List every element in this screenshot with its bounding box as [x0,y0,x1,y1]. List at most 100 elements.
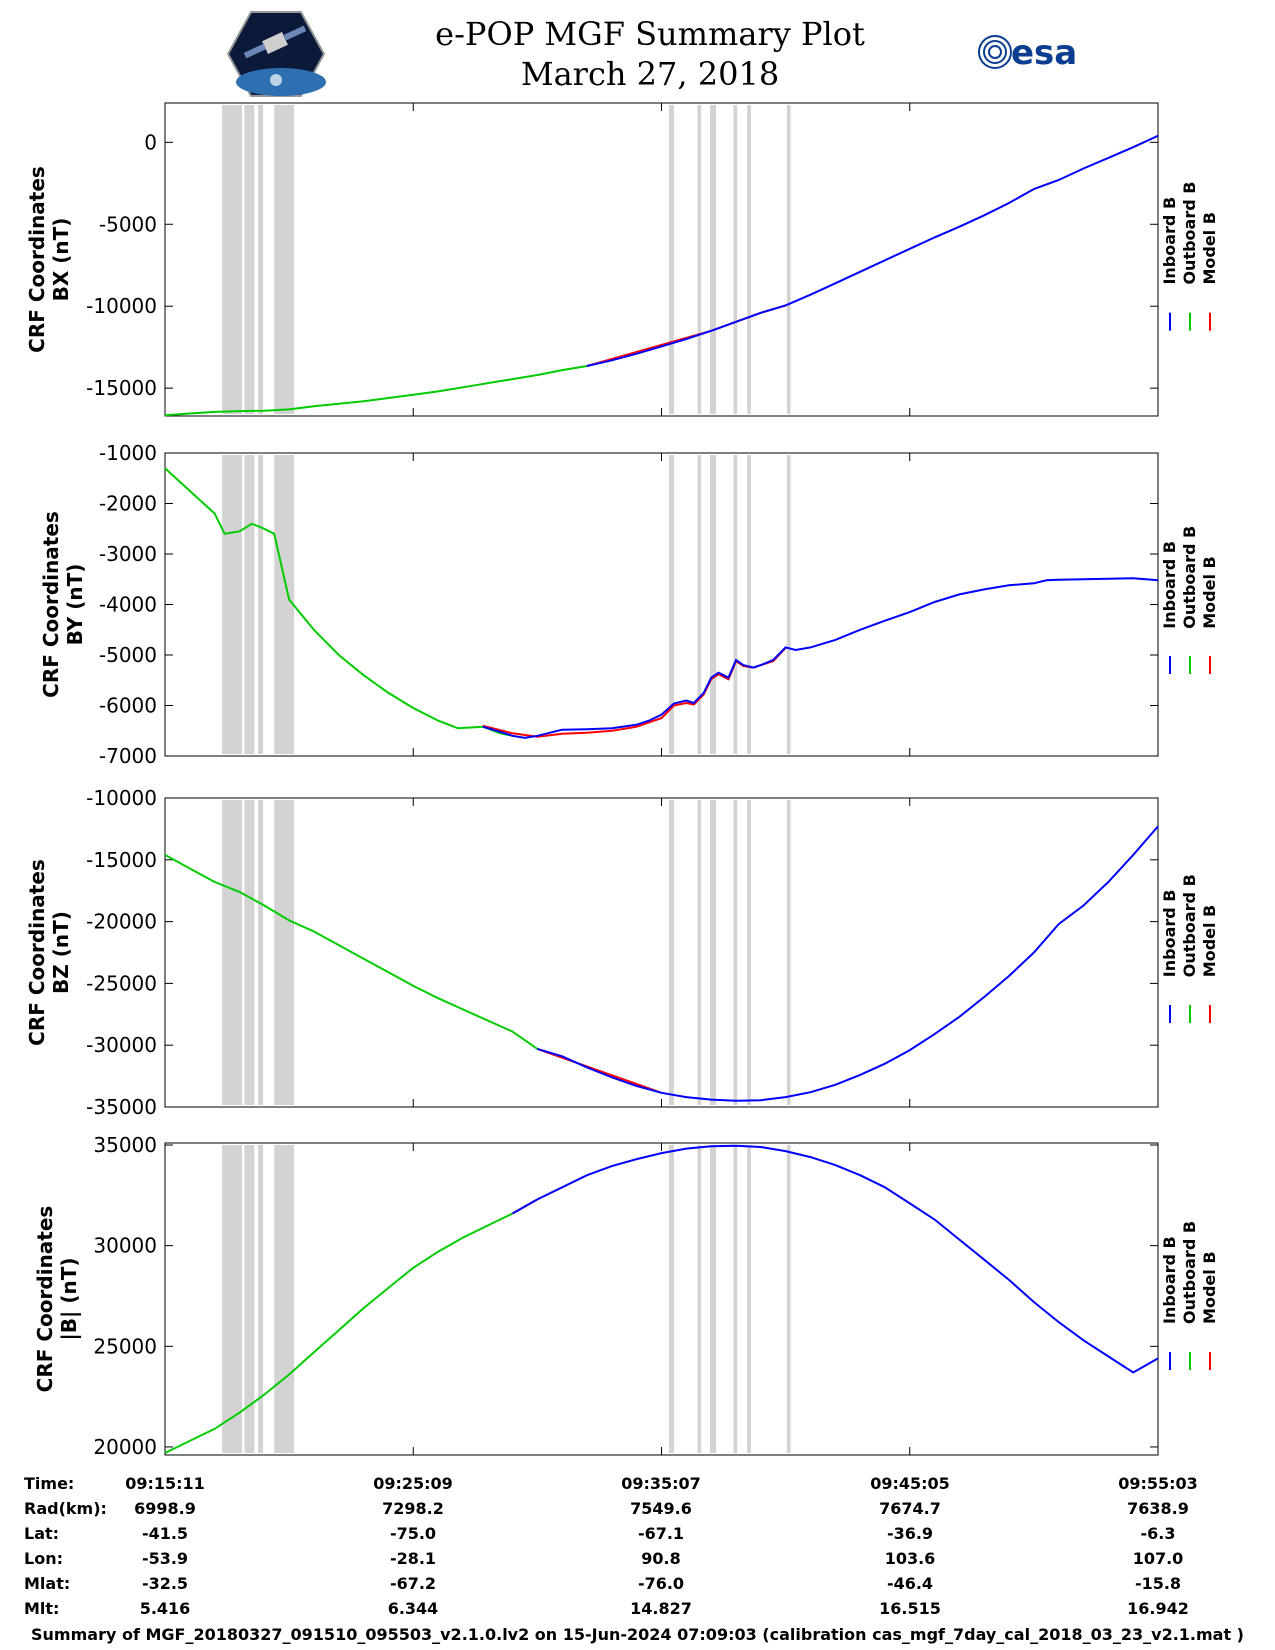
footer-caption: Summary of MGF_20180327_091510_095503_v2… [31,1625,1244,1644]
y-axis-label: CRF Coordinates [39,511,63,698]
data-gap-band [786,800,791,1105]
data-gap-band [733,1145,738,1453]
info-cell: -75.0 [389,1524,437,1543]
data-gap-band [244,1145,255,1453]
info-cell: 16.942 [1127,1599,1189,1618]
y-tick-label: -2000 [99,492,157,516]
info-row-label: Rad(km): [24,1499,107,1518]
data-gap-band [697,455,702,754]
y-tick-label: 30000 [93,1234,157,1258]
data-gap-band [786,455,791,754]
y-tick-label: -35000 [86,1095,157,1119]
y-tick-label: 35000 [93,1133,157,1157]
legend-label: Outboard B [1180,526,1199,629]
series-line-inboard-b [537,825,1159,1102]
data-gap-band [274,1145,295,1453]
data-gap-band [668,800,674,1105]
y-tick-label: -15000 [86,376,157,400]
esa-wordmark: esa [1011,33,1077,72]
y-axis-label: CRF Coordinates [25,166,49,353]
data-gap-band [747,105,751,414]
info-cell: -46.4 [886,1574,934,1593]
plot-title: e-POP MGF Summary Plot March 27, 2018 [400,14,900,94]
title-line-2: March 27, 2018 [520,55,780,93]
info-row-label: Mlat: [24,1574,71,1593]
legend-label: Model B [1200,905,1219,977]
info-cell: 09:55:03 [1118,1474,1198,1493]
series-line-outboard-b [164,854,538,1050]
esa-logo: esa [978,33,1077,72]
info-cell: -53.9 [141,1549,189,1568]
data-gap-band [733,105,738,414]
series-line-outboard-b [164,1212,513,1454]
series-line-inboard-b [482,577,1159,739]
info-cell: 103.6 [884,1549,936,1568]
info-cell: -67.1 [637,1524,685,1543]
data-gap-band [786,1145,791,1453]
info-cell: -76.0 [637,1574,685,1593]
data-gap-band [709,105,717,414]
info-cell: 7638.9 [1127,1499,1189,1518]
plot-frame [164,797,1159,1108]
y-axis-label: BY (nT) [63,564,87,646]
legend-label: Outboard B [1180,182,1199,285]
y-tick-label: -5000 [99,643,157,667]
info-row-label: Time: [24,1474,75,1493]
series-line-inboard-b [512,1144,1159,1374]
info-cell: 7549.6 [630,1499,692,1518]
y-tick-label: -30000 [86,1033,157,1057]
data-gap-band [668,455,674,754]
data-gap-band [786,105,791,414]
plot-frame [164,102,1159,417]
y-tick-label: -25000 [86,971,157,995]
info-cell: 09:15:11 [125,1474,205,1493]
data-gap-band [733,455,738,754]
data-gap-band [668,105,674,414]
info-cell: 09:35:07 [621,1474,701,1493]
info-cell: 7298.2 [382,1499,444,1518]
series-line-outboard-b [164,467,513,737]
y-axis-label: BX (nT) [49,218,73,302]
y-axis-label: CRF Coordinates [25,859,49,1046]
info-row-label: Lon: [24,1549,63,1568]
data-gap-band [222,1145,242,1453]
cassiope-logo [226,11,326,97]
series-line-model-b [482,647,787,738]
info-row-label: Lat: [24,1524,60,1543]
data-gap-band [274,105,295,414]
info-cell: 7674.7 [879,1499,941,1518]
data-gap-band [244,455,255,754]
data-gap-band [747,800,751,1105]
data-gap-band [709,455,717,754]
data-gap-band [697,1145,702,1453]
y-tick-label: -15000 [86,848,157,872]
series-line-inboard-b [586,134,1159,367]
y-tick-label: -7000 [99,744,157,768]
legend-label: Model B [1200,556,1219,628]
data-gap-band [697,800,702,1105]
plot-frame [164,452,1159,757]
info-cell: -32.5 [141,1574,189,1593]
data-gap-band [258,800,264,1105]
info-cell: -67.2 [389,1574,437,1593]
data-gap-band [274,455,295,754]
legend-label: Outboard B [1180,874,1199,977]
data-gap-band [747,455,751,754]
y-axis-label: |B| (nT) [57,1258,81,1341]
data-gap-band [747,1145,751,1453]
y-axis-label: BZ (nT) [49,911,73,994]
info-cell: -41.5 [141,1524,189,1543]
legend-label: Model B [1200,212,1219,284]
info-cell: -6.3 [1140,1524,1176,1543]
y-tick-label: 0 [144,130,157,154]
legend-label: Model B [1200,1251,1219,1323]
data-gap-band [697,105,702,414]
info-cell: 09:25:09 [373,1474,453,1493]
y-tick-label: -3000 [99,542,157,566]
data-gap-band [244,105,255,414]
info-cell: -15.8 [1134,1574,1182,1593]
info-cell: 6.344 [387,1599,439,1618]
legend-label: Inboard B [1160,197,1179,285]
info-cell: 14.827 [630,1599,692,1618]
